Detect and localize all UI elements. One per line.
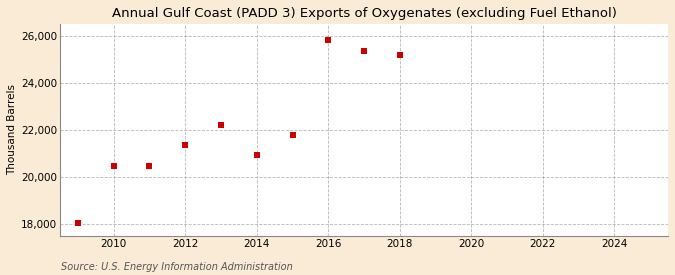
Point (144, 164, 155, 169)
Point (251, 153, 262, 157)
Y-axis label: Thousand Barrels: Thousand Barrels (7, 84, 17, 175)
Title: Annual Gulf Coast (PADD 3) Exports of Oxygenates (excluding Fuel Ethanol): Annual Gulf Coast (PADD 3) Exports of Ox… (111, 7, 616, 20)
Point (358, 48, 369, 53)
Point (287, 133, 298, 137)
Point (72, 221, 83, 225)
Point (180, 143, 190, 147)
Point (394, 52, 405, 57)
Point (108, 164, 119, 168)
Point (215, 123, 226, 127)
Text: Source: U.S. Energy Information Administration: Source: U.S. Energy Information Administ… (61, 262, 292, 272)
Point (323, 38, 333, 43)
